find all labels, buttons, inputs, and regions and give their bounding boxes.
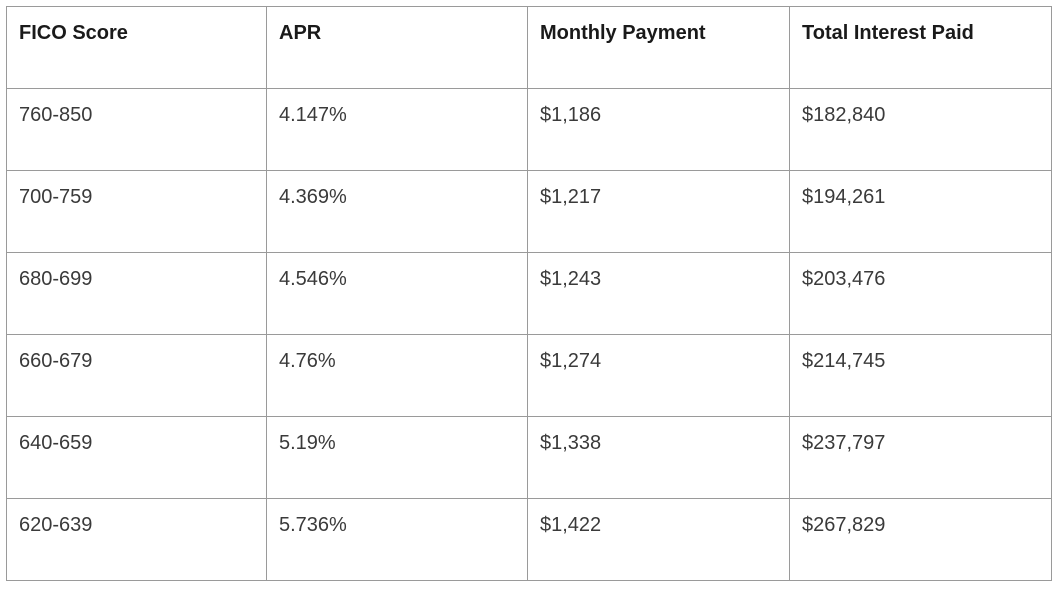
- cell-total-interest-paid: $267,829: [789, 498, 1052, 581]
- cell-apr: 5.19%: [266, 416, 528, 499]
- cell-apr: 5.736%: [266, 498, 528, 581]
- header-fico-score: FICO Score: [6, 6, 267, 89]
- table-header-row: FICO Score APR Monthly Payment Total Int…: [6, 6, 1052, 89]
- cell-fico-score: 640-659: [6, 416, 267, 499]
- header-total-interest-paid: Total Interest Paid: [789, 6, 1052, 89]
- cell-total-interest-paid: $203,476: [789, 252, 1052, 335]
- cell-monthly-payment: $1,274: [527, 334, 790, 417]
- table-row: 620-639 5.736% $1,422 $267,829: [6, 498, 1052, 581]
- fico-rate-table: FICO Score APR Monthly Payment Total Int…: [6, 6, 1052, 581]
- header-monthly-payment: Monthly Payment: [527, 6, 790, 89]
- rate-table-container: FICO Score APR Monthly Payment Total Int…: [6, 6, 1052, 581]
- table-row: 660-679 4.76% $1,274 $214,745: [6, 334, 1052, 417]
- cell-total-interest-paid: $214,745: [789, 334, 1052, 417]
- cell-monthly-payment: $1,338: [527, 416, 790, 499]
- cell-fico-score: 660-679: [6, 334, 267, 417]
- cell-total-interest-paid: $182,840: [789, 88, 1052, 171]
- cell-monthly-payment: $1,422: [527, 498, 790, 581]
- cell-apr: 4.76%: [266, 334, 528, 417]
- cell-apr: 4.369%: [266, 170, 528, 253]
- table-row: 700-759 4.369% $1,217 $194,261: [6, 170, 1052, 253]
- header-apr: APR: [266, 6, 528, 89]
- table-row: 640-659 5.19% $1,338 $237,797: [6, 416, 1052, 499]
- table-row: 760-850 4.147% $1,186 $182,840: [6, 88, 1052, 171]
- cell-fico-score: 760-850: [6, 88, 267, 171]
- cell-fico-score: 680-699: [6, 252, 267, 335]
- table-row: 680-699 4.546% $1,243 $203,476: [6, 252, 1052, 335]
- cell-monthly-payment: $1,243: [527, 252, 790, 335]
- cell-monthly-payment: $1,186: [527, 88, 790, 171]
- cell-apr: 4.546%: [266, 252, 528, 335]
- cell-total-interest-paid: $194,261: [789, 170, 1052, 253]
- cell-monthly-payment: $1,217: [527, 170, 790, 253]
- cell-apr: 4.147%: [266, 88, 528, 171]
- cell-fico-score: 620-639: [6, 498, 267, 581]
- cell-fico-score: 700-759: [6, 170, 267, 253]
- cell-total-interest-paid: $237,797: [789, 416, 1052, 499]
